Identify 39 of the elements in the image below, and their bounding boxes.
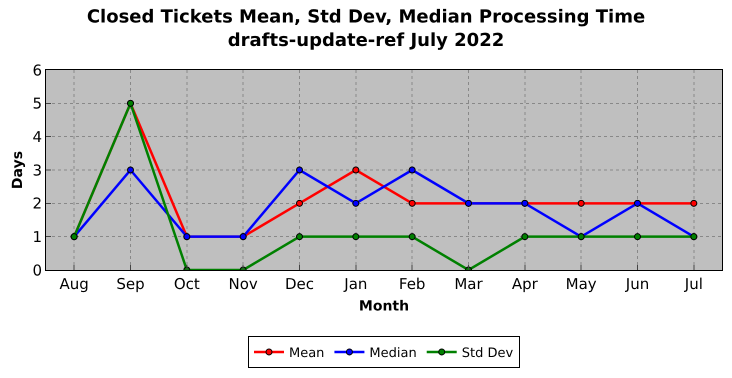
point xyxy=(352,233,360,240)
point xyxy=(352,166,360,174)
y-tick-label: 1 xyxy=(32,228,42,246)
x-tick-label: Apr xyxy=(512,275,539,293)
x-tick-label: Feb xyxy=(398,275,426,293)
y-axis-title: Days xyxy=(10,150,26,190)
x-tick-label: Jun xyxy=(624,275,650,293)
point xyxy=(296,166,303,174)
point xyxy=(578,200,585,207)
x-tick-label: Mar xyxy=(454,275,484,293)
x-tick-label: Sep xyxy=(116,275,145,293)
x-tick-label: Nov xyxy=(228,275,258,293)
y-tick-label: 3 xyxy=(32,161,42,180)
y-tick-label: 5 xyxy=(32,94,42,113)
point xyxy=(634,233,641,240)
x-tick-label: Dec xyxy=(284,275,314,293)
x-tick-label: Aug xyxy=(60,275,89,293)
y-tick-label: 6 xyxy=(32,61,42,80)
point xyxy=(408,200,416,207)
point xyxy=(352,200,360,207)
x-tick-label: Jul xyxy=(684,275,703,293)
point xyxy=(690,200,698,207)
y-tick-label: 4 xyxy=(32,128,42,146)
y-tick-label: 2 xyxy=(32,194,42,213)
point xyxy=(408,166,416,174)
x-tick-label: Oct xyxy=(174,275,200,293)
point xyxy=(296,233,303,240)
legend-label: Mean xyxy=(289,346,324,362)
point xyxy=(521,233,528,240)
point xyxy=(296,200,303,207)
legend-label: Median xyxy=(369,346,417,362)
chart-title: Closed Tickets Mean, Std Dev, Median Processing Time drafts-update-ref July 2022 xyxy=(86,6,646,52)
x-tick-label: Jan xyxy=(343,275,368,293)
x-axis-title: Month xyxy=(358,298,410,314)
y-tick-label: 0 xyxy=(32,261,42,280)
x-tick-label: May xyxy=(566,275,597,293)
legend-label: Std Dev xyxy=(462,346,514,362)
point xyxy=(127,166,134,174)
point xyxy=(408,233,416,240)
